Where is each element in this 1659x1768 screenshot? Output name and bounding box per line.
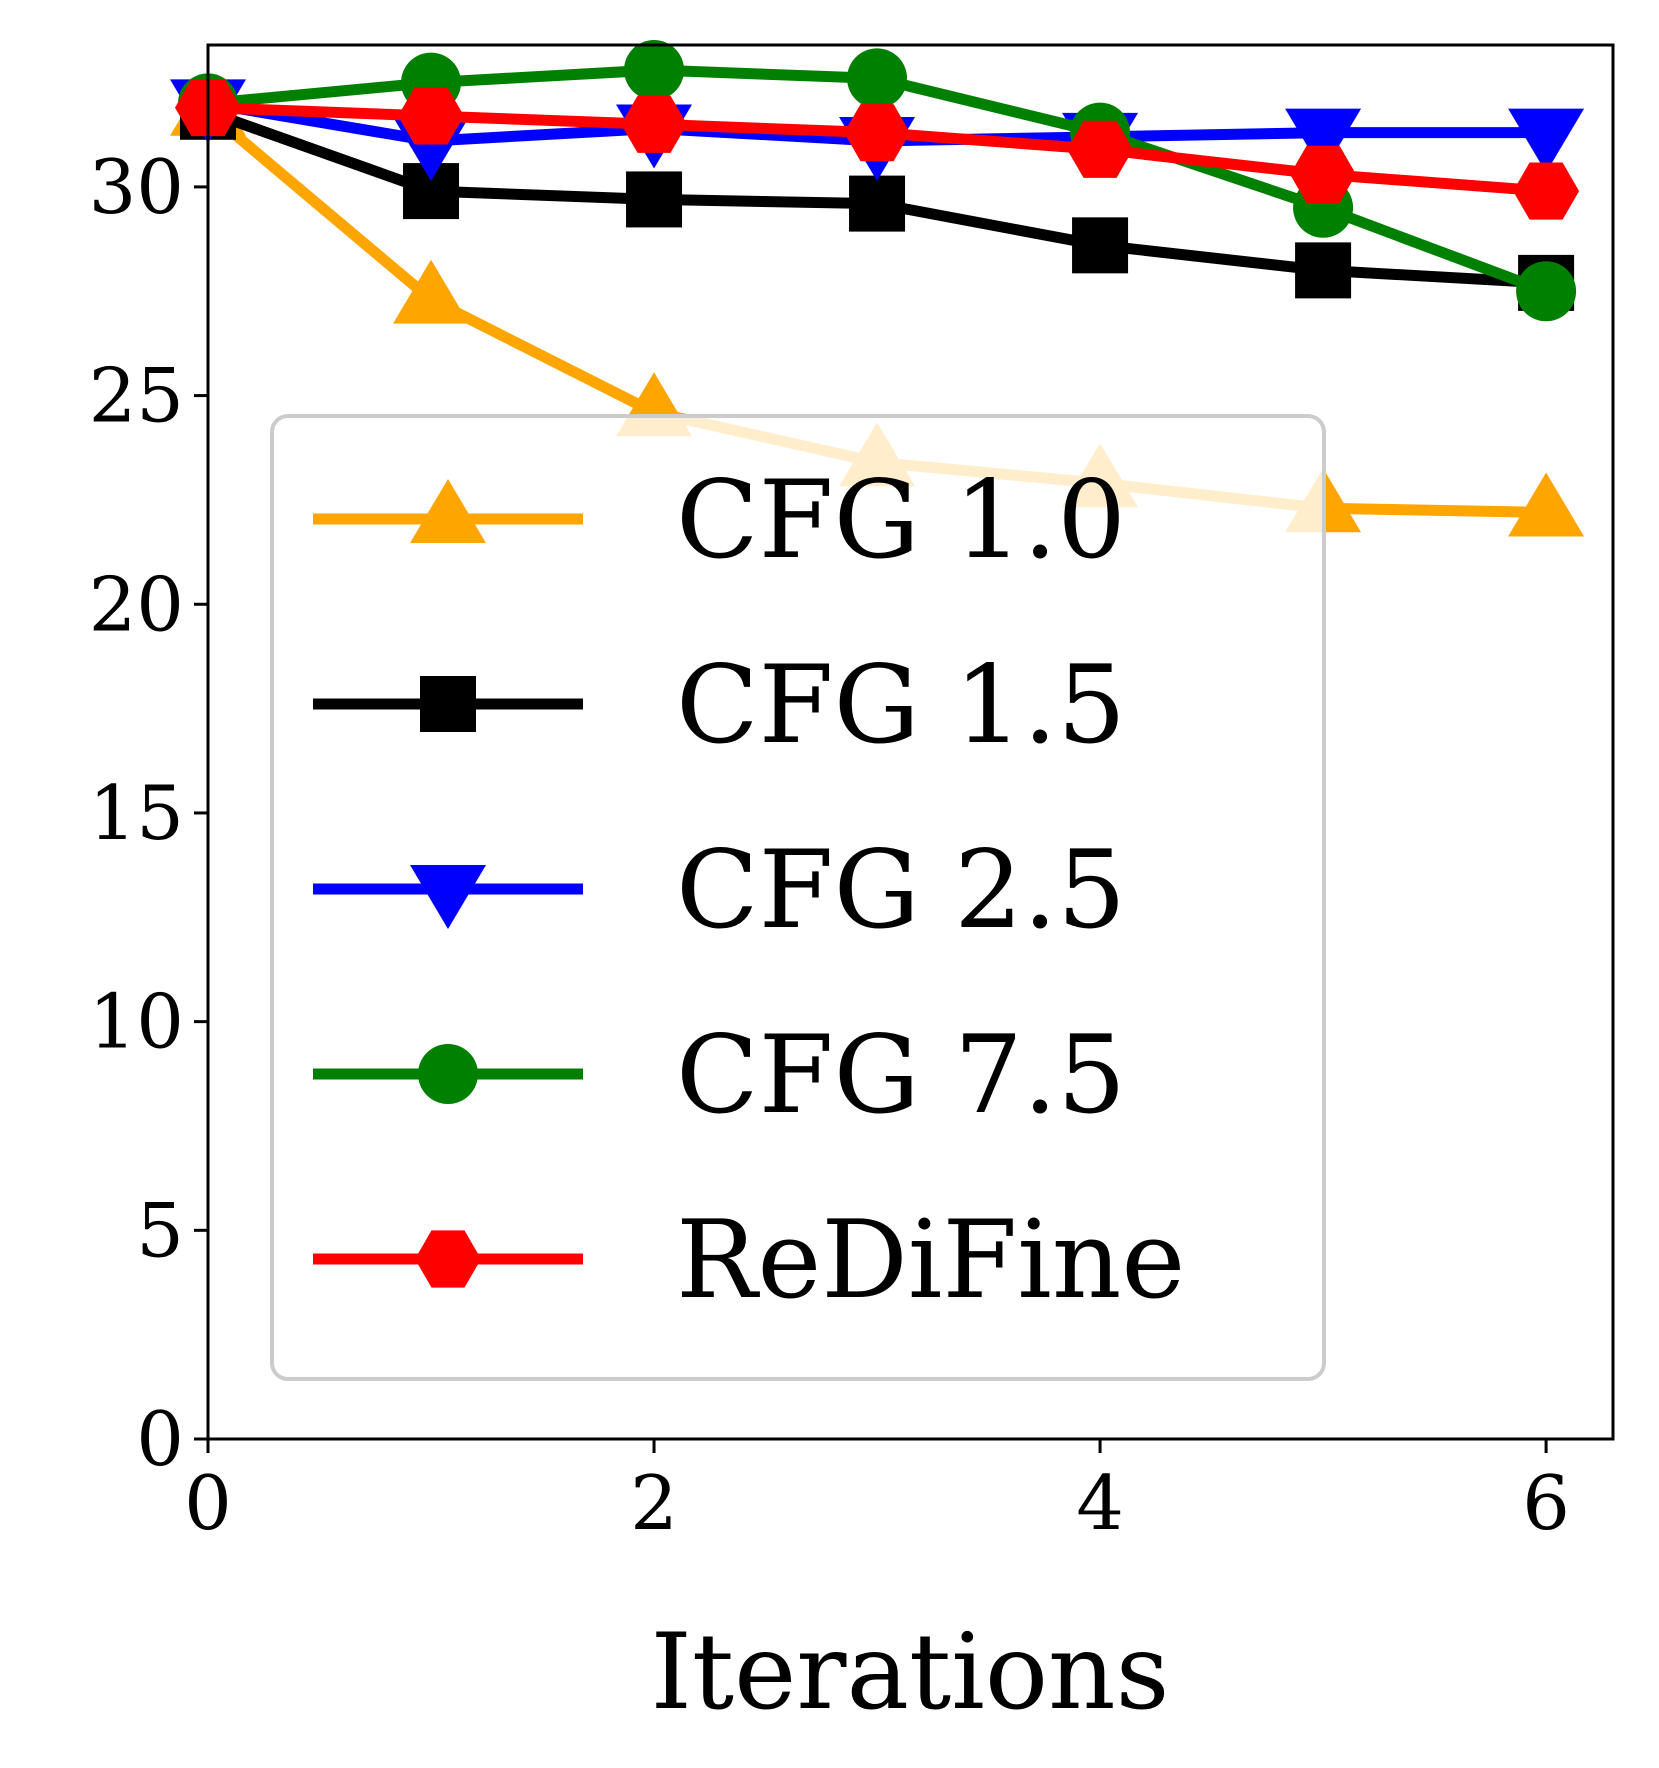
y-tick-label: 15: [89, 769, 184, 857]
legend-label-cfg-1-5: CFG 1.5: [676, 643, 1126, 768]
data-point-cfg-7-5: [1516, 261, 1577, 322]
legend-marker-cfg-1-0: [410, 479, 486, 543]
x-axis-ticks: 0 2 4 6: [184, 1439, 1570, 1547]
x-tick-label: 6: [1522, 1459, 1570, 1547]
legend-label-cfg-1-0: CFG 1.0: [676, 458, 1126, 583]
legend-item-cfg-1-0: CFG 1.0: [313, 458, 1126, 583]
data-point-cfg-2-5: [1285, 108, 1362, 173]
x-tick-label: 0: [184, 1459, 232, 1547]
y-tick-label: 30: [89, 143, 184, 231]
data-point-redifine: [621, 95, 688, 153]
legend-label-cfg-2-5: CFG 2.5: [676, 828, 1126, 953]
data-point-redifine: [1513, 162, 1580, 220]
legend-label-cfg-7-5: CFG 7.5: [676, 1013, 1126, 1138]
data-point-cfg-7-5: [624, 40, 685, 101]
legend-box: [270, 414, 1326, 1381]
data-point-cfg-1-0: [1508, 472, 1585, 537]
legend-item-cfg-2-5: CFG 2.5: [313, 828, 1126, 953]
y-tick-label: 25: [89, 352, 184, 440]
data-point-redifine: [1067, 120, 1134, 178]
legend-item-cfg-1-5: CFG 1.5: [313, 643, 1126, 768]
data-point-cfg-1-0: [393, 259, 470, 324]
y-tick-label: 5: [136, 1186, 184, 1274]
y-tick-label: 20: [89, 560, 184, 648]
legend-item-redifine: ReDiFine: [313, 1198, 1185, 1323]
series-redifine: [175, 79, 1580, 220]
data-point-redifine: [398, 87, 465, 145]
series-layer: [170, 40, 1585, 537]
data-point-cfg-1-5: [849, 175, 906, 232]
legend-marker-cfg-1-5: [420, 676, 476, 732]
y-tick-label: 0: [136, 1395, 184, 1483]
y-axis-ticks: 0 5 10 15 20 25 30: [89, 143, 208, 1483]
legend-label-redifine: ReDiFine: [676, 1198, 1185, 1323]
data-point-cfg-1-5: [1295, 242, 1352, 299]
x-tick-label: 2: [630, 1459, 678, 1547]
data-point-cfg-1-5: [1072, 217, 1129, 274]
plot-frame: [206, 43, 1615, 1441]
legend-item-cfg-7-5: CFG 7.5: [313, 1013, 1126, 1138]
data-point-redifine: [844, 104, 911, 162]
x-tick-label: 4: [1076, 1459, 1124, 1547]
data-point-cfg-2-5: [1508, 108, 1585, 173]
legend: CFG 1.0 CFG 1.5 CFG 2.5 CFG 7.5 ReDiFine: [270, 414, 1326, 1381]
legend-marker-cfg-2-5: [410, 865, 486, 929]
data-point-cfg-7-5: [847, 48, 908, 109]
legend-marker-redifine: [415, 1230, 481, 1288]
y-tick-label: 10: [89, 978, 184, 1066]
x-axis-label: Iterations: [650, 1611, 1169, 1733]
data-point-cfg-1-5: [626, 171, 683, 228]
legend-marker-cfg-7-5: [418, 1044, 478, 1104]
data-point-redifine: [1290, 145, 1357, 203]
